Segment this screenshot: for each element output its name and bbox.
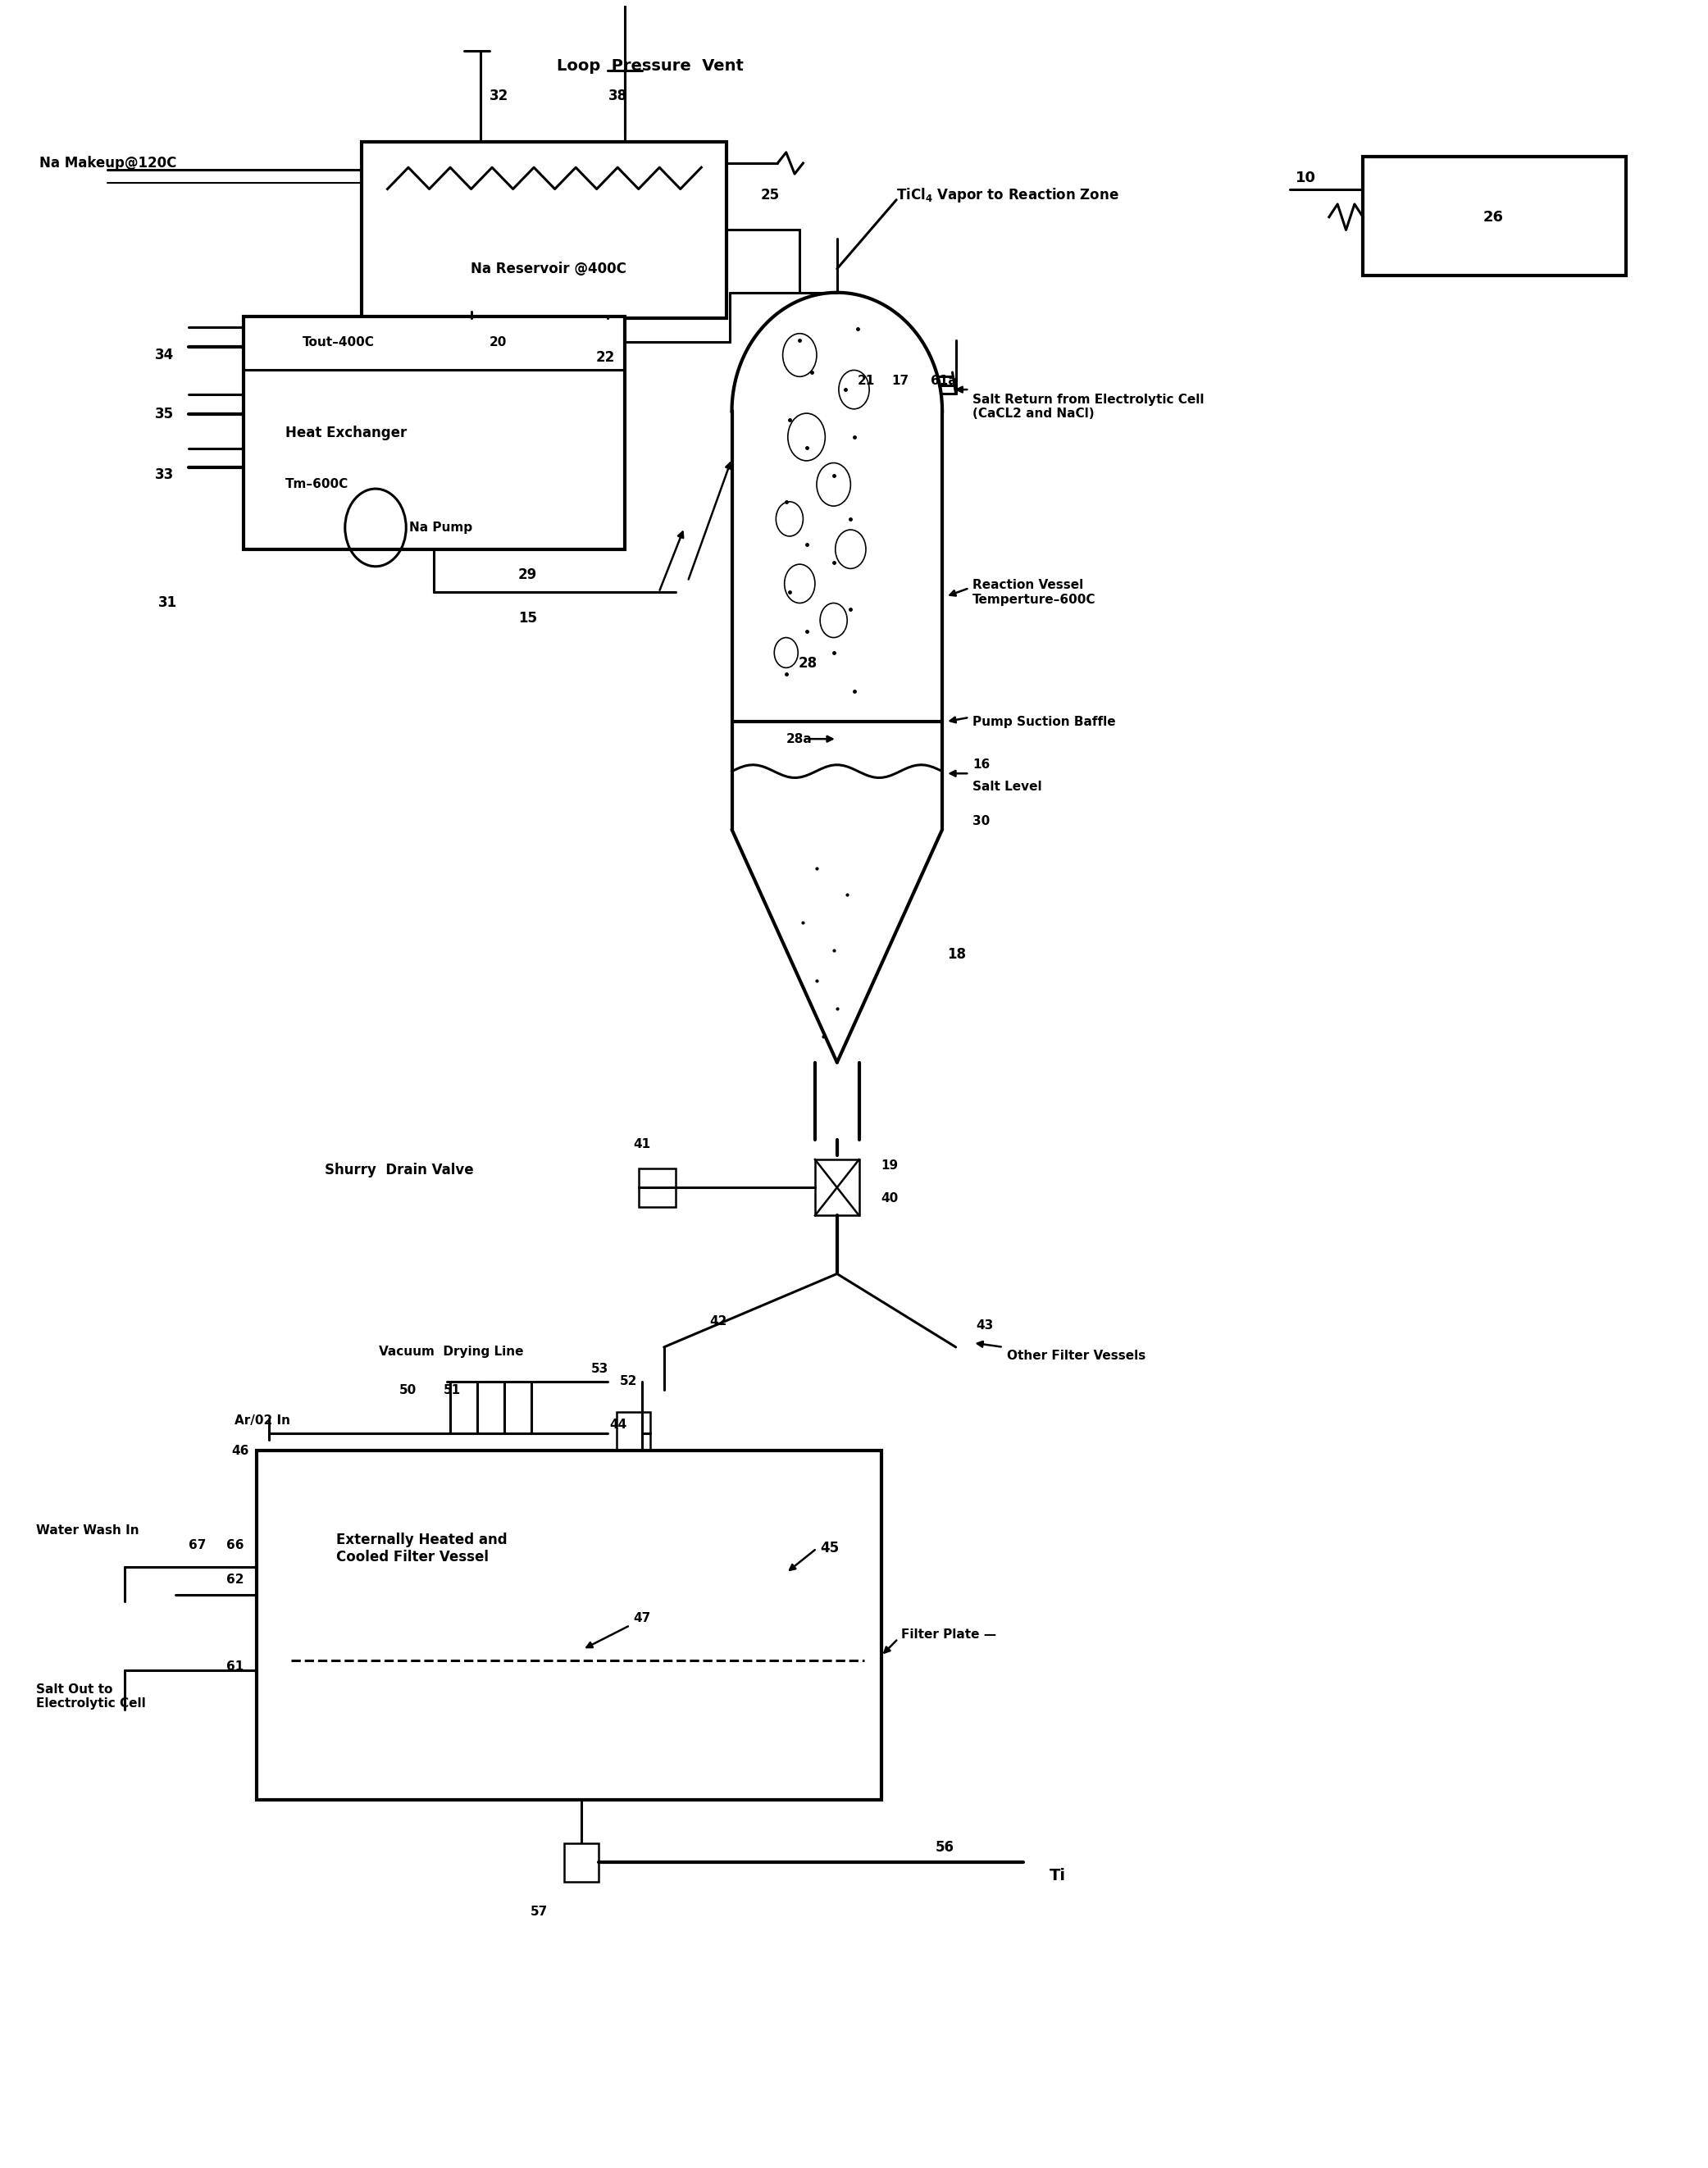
Text: Ti: Ti (1049, 1867, 1066, 1884)
Text: Reaction Vessel
Temperture–600C: Reaction Vessel Temperture–600C (974, 579, 1097, 605)
Text: 18: 18 (948, 947, 967, 963)
Text: Heat Exchanger: Heat Exchanger (285, 425, 407, 440)
Text: 20: 20 (488, 336, 507, 349)
Text: 45: 45 (820, 1541, 839, 1557)
Text: 62: 62 (225, 1574, 244, 1587)
Text: 61: 61 (225, 1661, 244, 1672)
Text: Na Reservoir @400C: Na Reservoir @400C (471, 262, 627, 275)
Text: Loop  Pressure  Vent: Loop Pressure Vent (557, 59, 743, 74)
Text: 16: 16 (974, 759, 991, 772)
Bar (639, 1169, 676, 1208)
Text: 33: 33 (155, 468, 174, 481)
Text: Salt Out to
Electrolytic Cell: Salt Out to Electrolytic Cell (36, 1682, 145, 1711)
Text: 47: 47 (634, 1613, 651, 1624)
Text: 67: 67 (190, 1539, 207, 1552)
Text: 46: 46 (231, 1444, 249, 1457)
Text: 43: 43 (977, 1320, 994, 1331)
Text: 25: 25 (760, 189, 779, 204)
Text: Tm–600C: Tm–600C (285, 479, 348, 490)
Text: 61a: 61a (931, 375, 956, 388)
Text: 51: 51 (444, 1383, 461, 1396)
Text: 53: 53 (591, 1362, 608, 1375)
Text: 29: 29 (518, 568, 536, 583)
Bar (362, 141, 728, 319)
Text: 57: 57 (531, 1906, 548, 1919)
Text: Salt Level: Salt Level (974, 780, 1042, 793)
Text: 31: 31 (159, 596, 178, 611)
Text: 22: 22 (596, 349, 615, 364)
Text: Tout–400C: Tout–400C (302, 336, 374, 349)
Text: 42: 42 (711, 1316, 728, 1327)
Text: Na Makeup@120C: Na Makeup@120C (39, 156, 178, 171)
Text: 40: 40 (881, 1192, 898, 1205)
Text: Salt Return from Electrolytic Cell
(CaCL2 and NaCl): Salt Return from Electrolytic Cell (CaCL… (974, 395, 1204, 421)
Text: 19: 19 (881, 1160, 898, 1173)
Text: 10: 10 (1295, 171, 1315, 186)
Text: $\mathbf{TiCl_4}$ Vapor to Reaction Zone: $\mathbf{TiCl_4}$ Vapor to Reaction Zone (897, 186, 1119, 204)
Text: 41: 41 (634, 1138, 651, 1151)
Text: Externally Heated and
Cooled Filter Vessel: Externally Heated and Cooled Filter Vess… (336, 1533, 507, 1565)
Text: 56: 56 (936, 1841, 955, 1856)
Text: 50: 50 (400, 1383, 417, 1396)
Bar (815, 1160, 859, 1216)
Text: 21: 21 (857, 375, 874, 388)
Text: 52: 52 (620, 1375, 637, 1388)
Text: Na Pump: Na Pump (410, 522, 473, 533)
Text: 15: 15 (518, 611, 536, 627)
Text: 38: 38 (608, 89, 627, 104)
Bar (1363, 156, 1626, 275)
Text: 30: 30 (974, 815, 991, 826)
Text: 28a: 28a (786, 733, 813, 746)
Text: 26: 26 (1483, 210, 1503, 225)
Text: Vacuum  Drying Line: Vacuum Drying Line (379, 1346, 524, 1357)
Text: 66: 66 (225, 1539, 244, 1552)
Text: Shurry  Drain Valve: Shurry Drain Valve (325, 1162, 473, 1177)
Bar (243, 317, 625, 549)
Bar (564, 1843, 598, 1882)
Text: 35: 35 (155, 408, 174, 421)
Text: Other Filter Vessels: Other Filter Vessels (1006, 1351, 1146, 1362)
Text: Filter Plate —: Filter Plate — (902, 1628, 997, 1641)
Text: 28: 28 (798, 657, 816, 670)
Text: Pump Suction Baffle: Pump Suction Baffle (974, 715, 1115, 728)
Bar (617, 1411, 651, 1450)
Text: 32: 32 (488, 89, 509, 104)
Text: 17: 17 (892, 375, 909, 388)
Text: 44: 44 (610, 1418, 627, 1431)
Text: Ar/02 In: Ar/02 In (234, 1414, 290, 1427)
Text: Water Wash In: Water Wash In (36, 1524, 140, 1537)
Text: 34: 34 (155, 347, 174, 362)
Bar (256, 1450, 881, 1799)
